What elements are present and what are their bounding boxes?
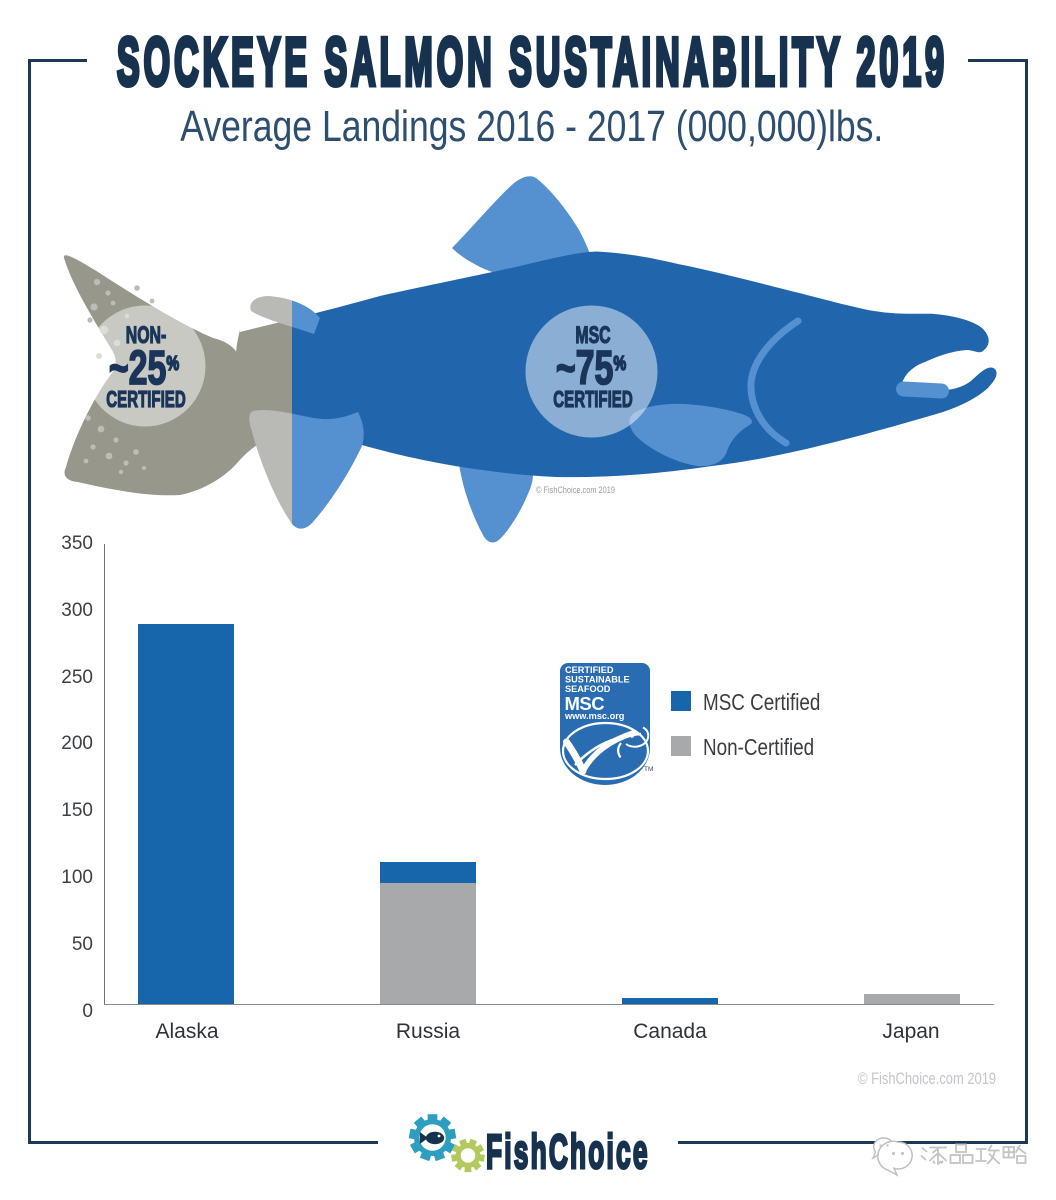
svg-text:© FishChoice.com 2019: © FishChoice.com 2019 (536, 485, 615, 496)
svg-text:SEAFOOD: SEAFOOD (565, 684, 611, 694)
svg-text:TM: TM (644, 766, 653, 773)
svg-text:CERTIFIED: CERTIFIED (565, 665, 614, 675)
svg-text:MSC: MSC (565, 693, 605, 714)
svg-text:www.msc.org: www.msc.org (564, 711, 624, 721)
svg-text:SUSTAINABLE: SUSTAINABLE (565, 674, 630, 684)
